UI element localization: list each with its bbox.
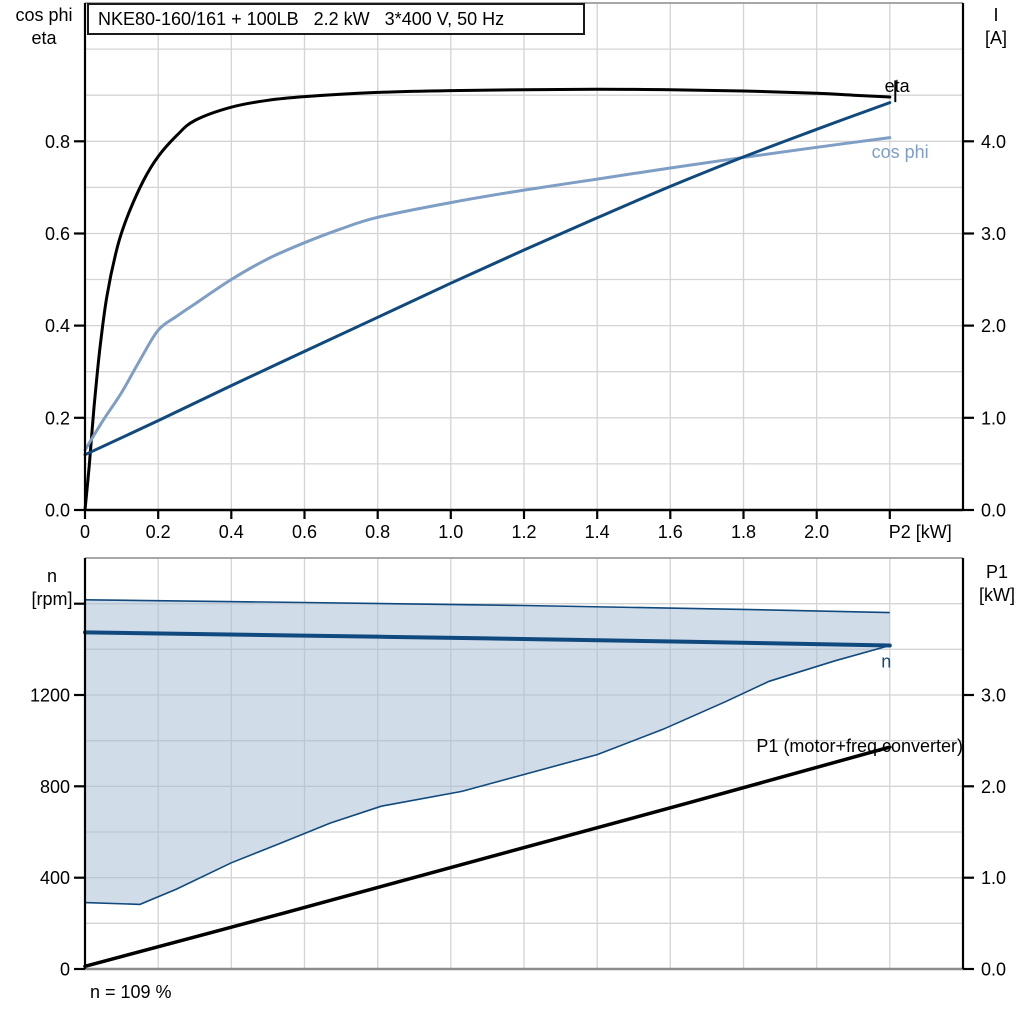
- svg-text:1.0: 1.0: [981, 868, 1006, 888]
- chart-title-box: NKE80-160/161 + 100LB 2.2 kW 3*400 V, 50…: [87, 3, 585, 35]
- curve-n: [83, 630, 892, 648]
- svg-text:0.0: 0.0: [981, 501, 1006, 521]
- svg-text:eta: eta: [885, 76, 911, 96]
- svg-text:0.8: 0.8: [45, 132, 70, 152]
- axis-ticks-and-labels: 0 400 800 1200 0.0 1.0 2.0 3.0: [30, 602, 1006, 980]
- svg-text:0.4: 0.4: [219, 522, 244, 542]
- speed-band-lower-edge: [84, 644, 891, 906]
- svg-text:0.6: 0.6: [45, 224, 70, 244]
- svg-text:800: 800: [40, 777, 70, 797]
- curve-eta: [83, 87, 892, 512]
- svg-text:1.0: 1.0: [438, 522, 463, 542]
- svg-text:0.0: 0.0: [981, 960, 1006, 980]
- svg-text:0.8: 0.8: [365, 522, 390, 542]
- curve-p1-motor-freq-converter-: [83, 745, 892, 969]
- svg-text:P1: P1: [986, 562, 1008, 582]
- axis-titles: cos phi eta I [A]: [15, 5, 1007, 48]
- axis-ticks-and-labels: 0.0 0.2 0.4 0.6 0.8 0.0 1.0 2.0 3.0 4.0 0 0.2 0.4 0.6…: [45, 132, 1006, 542]
- axis-titles: n [rpm] P1 [kW]: [31, 562, 1015, 609]
- gridlines: [85, 3, 963, 510]
- svg-text:4.0: 4.0: [981, 132, 1006, 152]
- speed-percentage-note: n = 109 %: [90, 982, 172, 1002]
- svg-text:1.6: 1.6: [658, 522, 683, 542]
- curve-labels: n P1 (motor+freq.converter): [756, 652, 963, 757]
- plot-frame: [83, 557, 965, 971]
- svg-text:0.0: 0.0: [45, 501, 70, 521]
- svg-text:0: 0: [80, 522, 90, 542]
- chart-title: NKE80-160/161 + 100LB 2.2 kW 3*400 V, 50…: [98, 8, 505, 29]
- svg-text:n: n: [47, 566, 57, 586]
- svg-text:2.0: 2.0: [981, 777, 1006, 797]
- svg-text:cos phi: cos phi: [872, 142, 929, 162]
- eta-cosphi-current-vs-p2: 0.0 0.2 0.4 0.6 0.8 0.0 1.0 2.0 3.0 4.0 0 0.2 0.4 0.6…: [15, 2, 1007, 542]
- svg-text:1.8: 1.8: [731, 522, 756, 542]
- svg-text:1.4: 1.4: [585, 522, 610, 542]
- svg-text:P1 (motor+freq.converter): P1 (motor+freq.converter): [756, 736, 963, 756]
- svg-text:2.0: 2.0: [804, 522, 829, 542]
- svg-text:n: n: [881, 652, 891, 672]
- svg-text:0.2: 0.2: [45, 408, 70, 428]
- svg-text:I: I: [993, 5, 998, 25]
- speed-band-fill: [85, 599, 890, 905]
- svg-text:3.0: 3.0: [981, 224, 1006, 244]
- svg-text:0.4: 0.4: [45, 316, 70, 336]
- svg-text:[A]: [A]: [985, 28, 1007, 48]
- svg-text:P2 [kW]: P2 [kW]: [889, 522, 952, 542]
- svg-text:0.6: 0.6: [292, 522, 317, 542]
- svg-text:cos phi: cos phi: [15, 5, 72, 25]
- speed-and-p1-vs-p2: 0 400 800 1200 0.0 1.0 2.0 3.0 n [rpm] P1 [kW] n P1 (…: [30, 557, 1015, 980]
- svg-text:1.0: 1.0: [981, 408, 1006, 428]
- svg-text:[kW]: [kW]: [979, 585, 1015, 605]
- svg-text:1200: 1200: [30, 686, 70, 706]
- svg-text:3.0: 3.0: [981, 686, 1006, 706]
- speed-control-range: [84, 599, 891, 906]
- svg-text:eta: eta: [31, 28, 57, 48]
- svg-text:0.2: 0.2: [146, 522, 171, 542]
- curve-i: [83, 101, 892, 457]
- svg-text:0: 0: [60, 960, 70, 980]
- svg-text:400: 400: [40, 868, 70, 888]
- curve-cos-phi: [83, 136, 892, 452]
- svg-text:2.0: 2.0: [981, 316, 1006, 336]
- svg-text:1.2: 1.2: [511, 522, 536, 542]
- svg-text:[rpm]: [rpm]: [31, 589, 72, 609]
- curve-labels: eta cos phi: [872, 76, 929, 162]
- speed-band-upper-edge: [84, 599, 890, 614]
